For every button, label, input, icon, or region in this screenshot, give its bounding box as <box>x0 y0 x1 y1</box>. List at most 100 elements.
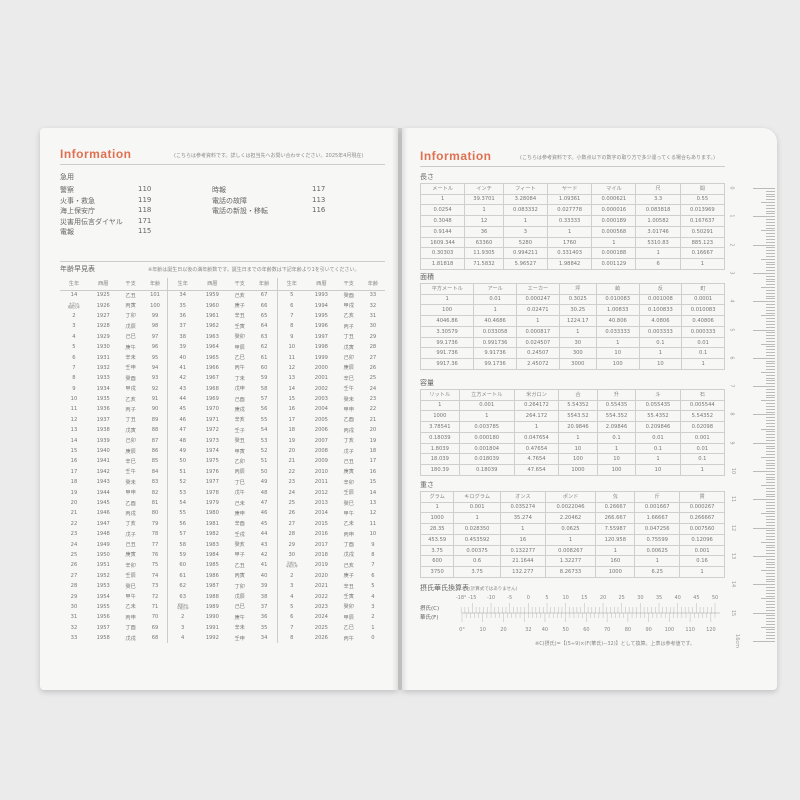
year-cell: 1955 <box>96 603 110 610</box>
ruler-tick <box>766 241 775 243</box>
ruler-tick <box>766 496 775 497</box>
ruler-tick <box>766 363 775 364</box>
era-year-cell: 48 <box>167 435 197 446</box>
table-cell: 0.008267 <box>544 544 597 557</box>
eto-cell: 庚午 <box>234 614 245 621</box>
age-cell: 93 <box>151 375 159 382</box>
eto-cell: 丙寅 <box>234 573 245 580</box>
table-cell: 4.0806 <box>638 315 683 327</box>
emergency-label: 電話の故障 <box>212 196 247 205</box>
year-cell: 1943 <box>96 479 110 486</box>
ruler-tick <box>766 623 775 625</box>
era-year-cell: 5 <box>72 344 76 351</box>
year-cell: 2011 <box>314 479 328 486</box>
ruler-tick <box>766 465 775 466</box>
era-year-cell: 19 <box>70 489 78 496</box>
eto-cell: 甲午 <box>125 594 136 601</box>
eto-cell: 壬寅 <box>234 323 245 330</box>
table-cell: 3.75 <box>453 566 501 579</box>
eto-cell: 壬申 <box>125 365 136 372</box>
eto-cell: 癸巳 <box>343 500 354 507</box>
eto-cell: 壬戌 <box>234 531 245 538</box>
eto-cell: 壬子 <box>234 427 245 434</box>
year-cell: 1967 <box>205 375 219 382</box>
eto-cell: 丙子 <box>125 406 136 413</box>
ruler-tick <box>761 570 775 571</box>
year-cell: 2013 <box>314 500 328 506</box>
table-cell: 1 <box>635 247 681 260</box>
ruler-label: 13 <box>730 552 737 560</box>
era-year-cell: 16 <box>276 404 307 415</box>
table-cell: 1 <box>679 464 726 477</box>
table-cell: 1.98842 <box>547 258 593 271</box>
table-cell: 0.003333 <box>638 325 683 338</box>
header-cell: アール <box>473 283 517 295</box>
age-cell: 2 <box>371 614 375 621</box>
year-cell: 1939 <box>96 437 110 444</box>
year-cell: 2002 <box>314 385 328 392</box>
table-cell: 0.083332 <box>502 204 549 217</box>
table-cell: 0.083818 <box>635 204 681 217</box>
ruler-tick <box>766 219 775 220</box>
table-row: 29 1954 甲午 72 63 1988 戊辰 38 4 2022 壬寅 4 <box>60 591 385 602</box>
age-cell: 25 <box>369 375 377 382</box>
table-cell: 0.167637 <box>679 215 726 227</box>
age-cell: 19 <box>369 437 377 444</box>
table-header: グラム キログラム オンス ポンド匁斤貫 <box>419 491 725 503</box>
emergency-label: 警察 <box>60 186 74 194</box>
ruler-tick <box>753 471 775 472</box>
fahrenheit-tick-label: 32 <box>525 627 531 633</box>
header-cell: 坪 <box>558 283 597 295</box>
ruler-tick <box>766 473 775 475</box>
emergency-number: 119 <box>138 195 152 204</box>
era-year-cell: 59 <box>167 549 197 561</box>
eto-cell: 辛卯 <box>125 562 136 569</box>
year-cell: 1980 <box>205 510 219 517</box>
ruler-label: 10 <box>730 467 737 475</box>
table-cell: 3.78541 <box>420 421 460 433</box>
table-cell: 1 <box>544 533 597 546</box>
era-year-cell: 47 <box>167 425 197 436</box>
year-cell: 1973 <box>205 437 219 444</box>
year-cell: 1974 <box>205 448 219 455</box>
eto-cell: 丁亥 <box>125 521 136 528</box>
era-year-cell: 51 <box>167 466 197 478</box>
year-cell: 2006 <box>314 427 328 434</box>
year-cell: 1988 <box>205 593 219 600</box>
age-header-cell: 生年 <box>276 278 307 291</box>
era-year-cell: 38 <box>167 331 197 342</box>
age-cell: 73 <box>151 583 159 590</box>
ruler-tick <box>766 476 775 478</box>
eto-cell: 丁卯 <box>234 583 245 590</box>
table-row: 3 1928 戊辰 98 37 1962 壬寅 64 8 1996 丙子 30 <box>60 321 385 332</box>
eto-cell: 甲辰 <box>343 614 354 621</box>
notebook-gutter <box>392 128 408 690</box>
header-cell: 米ガロン <box>513 389 560 401</box>
emergency-label: 電話の新設・移転 <box>212 207 268 215</box>
table-cell: 12 <box>464 215 504 227</box>
header-cell: 合 <box>558 389 598 401</box>
age-cell: 35 <box>260 624 268 631</box>
table-cell: 16 <box>499 533 546 546</box>
era-year-cell: 26 <box>70 562 78 569</box>
header-cell: 立方メートル <box>458 389 515 401</box>
ruler-tick <box>766 403 775 404</box>
year-cell: 1961 <box>205 312 219 319</box>
ruler-tick <box>766 318 775 319</box>
eto-cell: 辛巳 <box>343 375 354 382</box>
eto-cell: 己卯 <box>125 438 136 445</box>
eto-cell: 乙巳 <box>343 625 354 632</box>
ruler-tick <box>766 519 775 520</box>
age-cell: 20 <box>369 427 377 434</box>
table-cell: 10 <box>558 442 598 455</box>
year-cell: 1985 <box>205 562 219 569</box>
ruler-tick <box>766 354 775 356</box>
era-year-cell: 45 <box>167 404 197 415</box>
era-year-cell: 30 <box>70 603 78 610</box>
header-cell: ヤード <box>547 183 593 195</box>
eto-cell: 丙申 <box>125 614 136 621</box>
era-year-cell: 52 <box>167 477 197 488</box>
header-cell: エーカー <box>515 283 560 295</box>
era-year-cell: 30 <box>276 549 307 561</box>
celsius-tick-label: 35 <box>656 595 662 601</box>
